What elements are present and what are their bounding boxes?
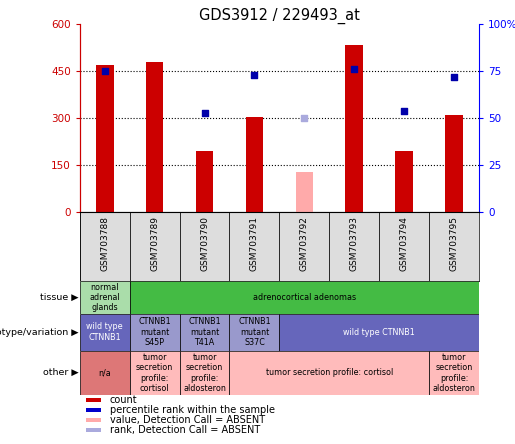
Point <box>200 109 209 116</box>
Bar <box>180 351 230 395</box>
Title: GDS3912 / 229493_at: GDS3912 / 229493_at <box>199 8 360 24</box>
Bar <box>296 171 313 212</box>
Bar <box>445 115 463 212</box>
Bar <box>230 313 280 351</box>
Bar <box>196 151 213 212</box>
Text: GSM703791: GSM703791 <box>250 216 259 271</box>
Bar <box>429 212 479 281</box>
Text: wild type CTNNB1: wild type CTNNB1 <box>344 328 415 337</box>
Point <box>400 107 408 115</box>
Text: GSM703788: GSM703788 <box>100 216 109 271</box>
Bar <box>329 212 379 281</box>
Bar <box>280 212 329 281</box>
Bar <box>346 45 363 212</box>
Point <box>250 71 259 79</box>
Text: value, Detection Call = ABSENT: value, Detection Call = ABSENT <box>110 415 265 425</box>
Bar <box>180 212 230 281</box>
Bar <box>180 313 230 351</box>
Text: adrenocortical adenomas: adrenocortical adenomas <box>253 293 356 302</box>
Bar <box>86 428 101 432</box>
Bar <box>429 351 479 395</box>
Bar <box>80 351 130 395</box>
Text: tumor
secretion
profile:
aldosteron: tumor secretion profile: aldosteron <box>183 353 226 393</box>
Text: CTNNB1
mutant
T41A: CTNNB1 mutant T41A <box>188 317 221 347</box>
Text: tissue ▶: tissue ▶ <box>40 293 79 302</box>
Point <box>350 66 358 73</box>
Bar <box>80 281 130 313</box>
Bar <box>246 117 263 212</box>
Bar <box>396 151 413 212</box>
Point <box>100 68 109 75</box>
Point <box>300 115 308 122</box>
Bar <box>130 281 479 313</box>
Bar <box>379 212 429 281</box>
Text: other ▶: other ▶ <box>43 369 79 377</box>
Bar <box>80 313 130 351</box>
Bar <box>130 313 180 351</box>
Text: tumor
secretion
profile:
aldosteron: tumor secretion profile: aldosteron <box>433 353 475 393</box>
Bar <box>146 62 163 212</box>
Bar <box>80 212 130 281</box>
Text: genotype/variation ▶: genotype/variation ▶ <box>0 328 79 337</box>
Text: count: count <box>110 395 138 405</box>
Text: normal
adrenal
glands: normal adrenal glands <box>90 282 120 313</box>
Text: CTNNB1
mutant
S37C: CTNNB1 mutant S37C <box>238 317 271 347</box>
Text: CTNNB1
mutant
S45P: CTNNB1 mutant S45P <box>139 317 171 347</box>
Text: GSM703789: GSM703789 <box>150 216 159 271</box>
Bar <box>86 418 101 422</box>
Text: GSM703792: GSM703792 <box>300 216 309 270</box>
Text: percentile rank within the sample: percentile rank within the sample <box>110 405 275 415</box>
Bar <box>230 351 429 395</box>
Bar <box>96 65 113 212</box>
Bar <box>130 351 180 395</box>
Bar <box>130 212 180 281</box>
Text: tumor secretion profile: cortisol: tumor secretion profile: cortisol <box>266 369 393 377</box>
Bar <box>280 313 479 351</box>
Bar <box>86 408 101 412</box>
Text: GSM703793: GSM703793 <box>350 216 359 271</box>
Text: rank, Detection Call = ABSENT: rank, Detection Call = ABSENT <box>110 424 260 435</box>
Text: GSM703790: GSM703790 <box>200 216 209 271</box>
Bar <box>86 398 101 402</box>
Bar <box>230 212 280 281</box>
Text: tumor
secretion
profile:
cortisol: tumor secretion profile: cortisol <box>136 353 173 393</box>
Text: GSM703795: GSM703795 <box>450 216 458 271</box>
Point <box>450 73 458 80</box>
Text: GSM703794: GSM703794 <box>400 216 408 270</box>
Text: wild type
CTNNB1: wild type CTNNB1 <box>87 322 123 342</box>
Text: n/a: n/a <box>98 369 111 377</box>
